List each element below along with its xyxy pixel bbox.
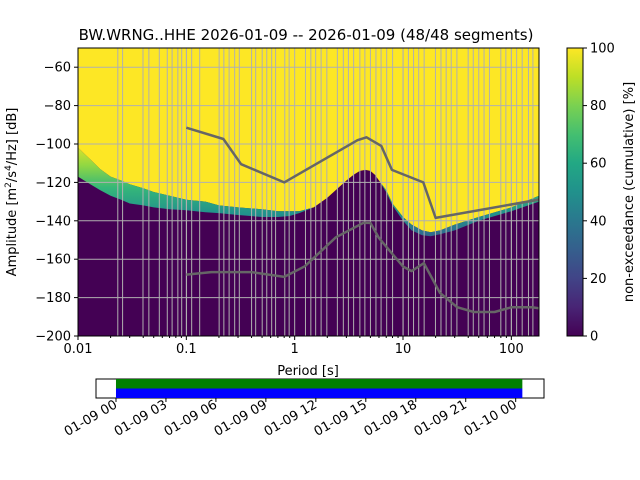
y-tick-label: −60 bbox=[44, 61, 71, 76]
colorbar-tick-label: 40 bbox=[590, 214, 607, 229]
y-tick-label: −180 bbox=[35, 291, 71, 306]
timeline-coverage-bar bbox=[115, 379, 523, 389]
timeline-tick-label: 01-09 12 bbox=[262, 397, 320, 439]
timeline-tick-label: 01-09 03 bbox=[112, 397, 170, 439]
timeline-tick-label: 01-09 06 bbox=[162, 397, 220, 439]
plot-area bbox=[78, 48, 539, 336]
colorbar-tick-label: 80 bbox=[590, 99, 607, 114]
y-tick-label: −200 bbox=[35, 330, 71, 345]
colorbar bbox=[566, 47, 584, 337]
timeline-tick-label: 01-09 21 bbox=[412, 397, 470, 439]
colorbar-tick-label: 0 bbox=[590, 330, 598, 345]
colorbar-label: non-exceedance (cumulative) [%] bbox=[622, 82, 637, 302]
chart-title: BW.WRNG..HHE 2026-01-09 -- 2026-01-09 (4… bbox=[79, 26, 534, 44]
x-tick-label: 0.1 bbox=[176, 342, 197, 357]
noise-model-nhnm bbox=[185, 126, 539, 220]
noise-model-nlnm bbox=[186, 221, 539, 314]
timeline-tick-label: 01-10 00 bbox=[462, 397, 520, 439]
timeline-tick-label: 01-09 18 bbox=[362, 397, 420, 439]
timeline-tick-label: 01-09 15 bbox=[312, 397, 370, 439]
x-tick-label: 10 bbox=[395, 342, 412, 357]
x-tick-label: 0.01 bbox=[64, 342, 93, 357]
y-tick-label: −80 bbox=[44, 99, 71, 114]
y-tick-label: −100 bbox=[35, 138, 71, 153]
y-axis-label: Amplitude [m2/s4/Hz] [dB] bbox=[4, 108, 20, 277]
x-axis-label: Period [s] bbox=[277, 364, 339, 379]
colorbar-tick-label: 60 bbox=[590, 157, 607, 172]
colorbar-tick-label: 20 bbox=[590, 272, 607, 287]
y-tick-label: −160 bbox=[35, 253, 71, 268]
y-tick-label: −140 bbox=[35, 214, 71, 229]
timeline-tick-label: 01-09 00 bbox=[62, 397, 120, 439]
colorbar-tick-label: 100 bbox=[590, 42, 615, 57]
timeline-data-bar bbox=[115, 388, 523, 398]
y-tick-label: −120 bbox=[35, 176, 71, 191]
timeline-tick-label: 01-09 09 bbox=[212, 397, 270, 439]
plot-frame bbox=[77, 47, 540, 337]
x-tick-label: 1 bbox=[291, 342, 299, 357]
x-tick-label: 100 bbox=[499, 342, 524, 357]
